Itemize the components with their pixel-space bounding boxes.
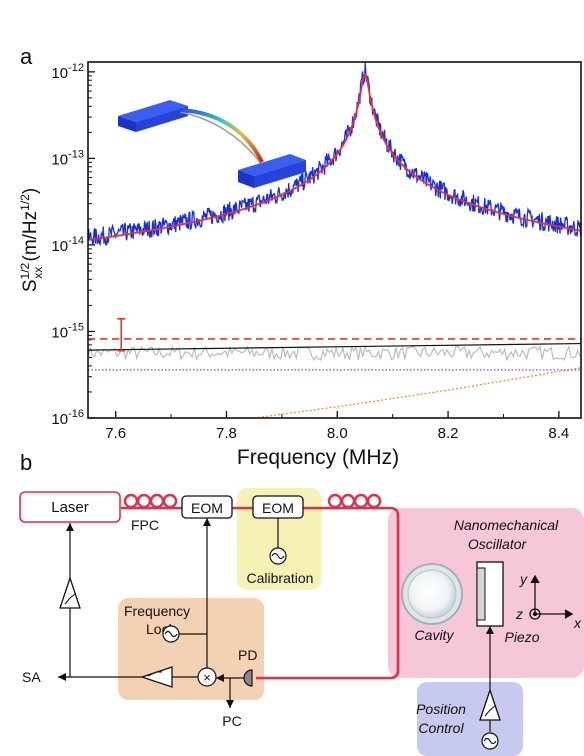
frequency-lock-line1: Frequency: [124, 603, 190, 619]
panel-a: a S1/2xx (m/Hz1/2) Frequency (MHz) 7.6 7.…: [18, 44, 582, 469]
anchor-pad-right-side: [254, 160, 306, 188]
anchor-pad-left-top: [118, 100, 188, 122]
fpc-label: FPC: [131, 517, 159, 533]
x-tick-label: 8.0: [327, 425, 348, 442]
series-orange-dotted: [254, 367, 581, 418]
axis-x-label: x: [573, 615, 582, 631]
calibration-label: Calibration: [247, 570, 314, 586]
y-tick-label: 10-13: [51, 148, 84, 168]
panel-b-label: b: [20, 450, 32, 475]
piezo-plate: [476, 567, 486, 621]
coordinate-axes-icon: [529, 574, 574, 620]
x-tick-label: 7.8: [216, 425, 237, 442]
beam-mode-inset: [118, 100, 306, 188]
laser-box: [19, 491, 121, 523]
y-tick-label: 10-12: [51, 62, 84, 82]
eom-label-2: EOM: [262, 500, 294, 516]
plot-frame: [87, 61, 582, 419]
position-control-line2: Control: [418, 720, 464, 736]
pc-label: PC: [222, 713, 241, 729]
piezo-label: Piezo: [504, 629, 539, 645]
lock-amp-filter: [147, 671, 162, 677]
y-tick-label: 10-14: [51, 235, 84, 255]
position-source-sine: [483, 737, 497, 745]
mixer-symbol: ×: [203, 670, 211, 685]
cavity-inner: [407, 569, 457, 619]
x-tick-label: 8.4: [548, 425, 569, 442]
panel-a-label: a: [20, 44, 33, 69]
y-tick-label: 10-16: [51, 408, 84, 428]
lock-osc-sine: [164, 630, 178, 638]
anchor-pad-left-front: [118, 116, 136, 132]
pd-to-mixer-arrow: [216, 674, 224, 682]
fiber-loops-right: [327, 493, 382, 509]
photodiode-icon: [243, 669, 253, 687]
x-ticks: 7.6 7.8 8.0 8.2 8.4: [105, 411, 569, 442]
x-tick-label: 8.2: [438, 425, 459, 442]
beam-deformed: [179, 108, 264, 163]
eom-label-1: EOM: [191, 500, 223, 516]
y-tick-label: 10-15: [51, 321, 84, 341]
laser-feedback-arrow: [66, 523, 74, 531]
optical-fiber: [121, 506, 400, 680]
anchor-pad-left-side: [136, 106, 188, 132]
oscillator-title-line2: Oscillator: [468, 536, 528, 552]
plot-area: [88, 62, 581, 418]
panel-b: b FPC Laser EOM EOM Calibration Nanomech…: [19, 450, 584, 756]
sa-arrow: [58, 673, 66, 681]
laser-amp-filter: [64, 593, 76, 605]
position-amp-filter: [484, 705, 496, 717]
anchor-pad-right-front: [238, 170, 254, 188]
series-measured-data: [88, 62, 581, 247]
x-tick-label: 7.6: [105, 425, 126, 442]
anchor-pad-right-top: [238, 154, 306, 176]
pc-arrow: [226, 700, 234, 708]
oscillator-title-line1: Nanomechanical: [454, 517, 559, 533]
pd-label: PD: [238, 647, 257, 663]
sa-label: SA: [22, 669, 41, 685]
series-lorentzian-fit: [88, 72, 581, 241]
laser-label: Laser: [51, 499, 89, 516]
position-control-line1: Position: [416, 701, 466, 717]
position-control-box: [417, 682, 523, 756]
axis-z-label: z: [515, 606, 523, 622]
series-noise-floor-data: [88, 344, 581, 362]
x-axis-label: Frequency (MHz): [237, 446, 399, 469]
eom-feedback-arrow: [203, 518, 211, 526]
piezo-wire-arrow: [486, 626, 494, 634]
calibration-sine: [271, 552, 285, 560]
beam-undeformed: [179, 111, 263, 166]
laser-amplifier-icon: [59, 575, 81, 609]
axis-y-label: y: [519, 571, 528, 587]
cavity-label: Cavity: [415, 627, 455, 643]
series-floor-fit: [88, 342, 581, 351]
y-axis-label: S1/2xx (m/Hz1/2): [18, 188, 45, 292]
fpc-loops: [123, 493, 178, 509]
